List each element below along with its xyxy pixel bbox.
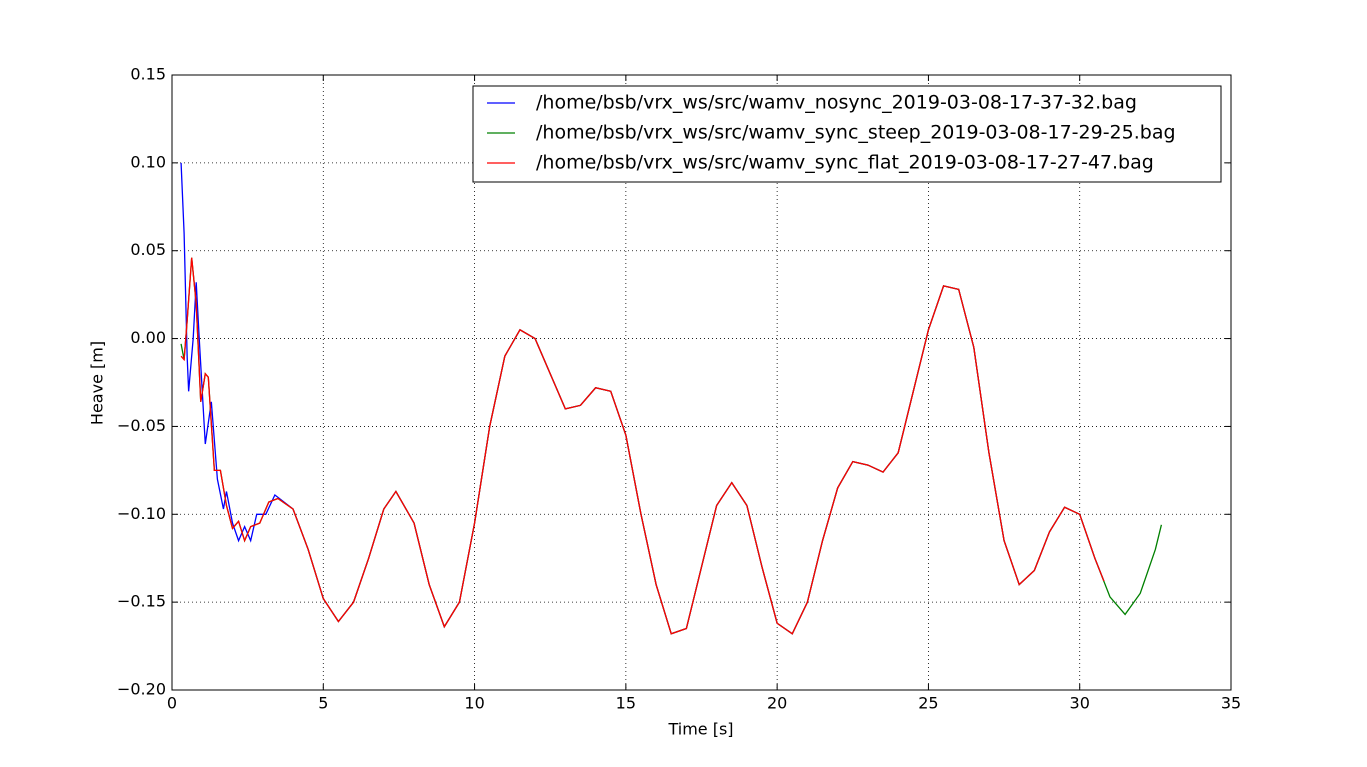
legend-label: /home/bsb/vrx_ws/src/wamv_nosync_2019-03… <box>536 92 1137 114</box>
series-line <box>180 257 1163 635</box>
legend: /home/bsb/vrx_ws/src/wamv_nosync_2019-03… <box>472 85 1222 183</box>
y-tick-label: 0.05 <box>130 240 166 259</box>
legend-label: /home/bsb/vrx_ws/src/wamv_sync_steep_201… <box>536 122 1176 144</box>
x-tick-label: 0 <box>167 694 177 713</box>
y-tick-label: −0.05 <box>117 416 166 435</box>
legend-label: /home/bsb/vrx_ws/src/wamv_sync_flat_2019… <box>536 152 1154 174</box>
x-tick-label: 10 <box>464 694 484 713</box>
series-line <box>180 257 1105 635</box>
y-tick-label: 0.10 <box>130 152 166 171</box>
x-tick-label: 30 <box>1070 694 1090 713</box>
plot-frame <box>171 74 1232 691</box>
y-tick-label: −0.15 <box>117 592 166 611</box>
x-axis-label: Time [s] <box>667 720 733 739</box>
y-axis-label: Heave [m] <box>88 341 107 425</box>
y-tick-label: 0.15 <box>130 65 166 84</box>
y-tick-label: 0.00 <box>130 328 166 347</box>
x-tick-label: 35 <box>1221 694 1241 713</box>
legend-box <box>472 85 1222 183</box>
x-tick-label: 20 <box>767 694 787 713</box>
y-tick-label: −0.20 <box>117 680 166 699</box>
x-tick-label: 25 <box>918 694 938 713</box>
x-tick-label: 15 <box>616 694 636 713</box>
y-tick-label: −0.10 <box>117 504 166 523</box>
x-tick-label: 5 <box>318 694 328 713</box>
series-line <box>180 162 1105 635</box>
